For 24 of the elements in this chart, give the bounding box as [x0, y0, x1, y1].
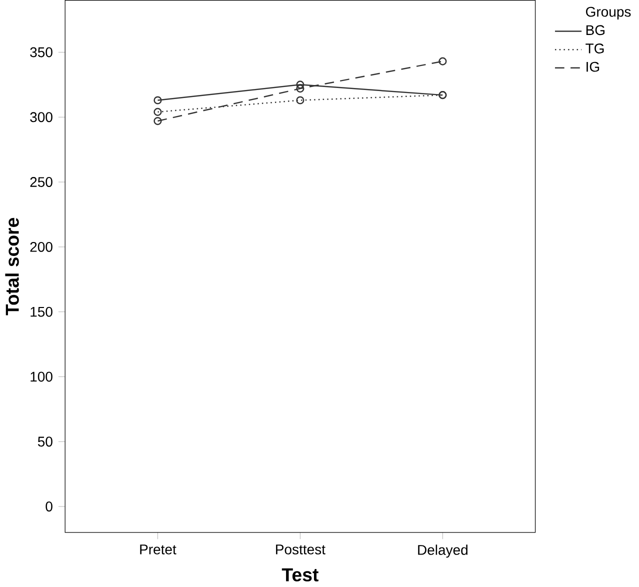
y-tick-label: 0: [46, 502, 52, 512]
point: [438, 57, 447, 66]
legend-label: BG: [586, 25, 604, 36]
y-tick-label: 250: [30, 177, 52, 188]
point: [296, 84, 304, 93]
y-tick-label: 350: [30, 47, 52, 58]
point: [154, 96, 162, 105]
y-tick-label: 50: [38, 436, 52, 447]
legend-title: Groups: [586, 7, 631, 20]
y-tick-label: 300: [30, 112, 52, 122]
legend-label: IG: [586, 62, 600, 72]
point: [296, 96, 304, 105]
point: [154, 117, 162, 126]
x-axis-title: Test: [282, 568, 318, 582]
x-tick-label: Posttest: [276, 544, 326, 555]
point: [296, 80, 304, 89]
x-tick-label: Pretet: [140, 544, 176, 555]
legend-label: TG: [586, 44, 604, 54]
y-tick-label: 200: [30, 242, 52, 252]
y-tick-label: 100: [30, 372, 52, 382]
x-tick-label: Delayed: [418, 544, 468, 558]
y-axis-title: Total score: [5, 218, 19, 316]
point: [154, 108, 162, 116]
y-tick-label: 150: [30, 307, 52, 317]
